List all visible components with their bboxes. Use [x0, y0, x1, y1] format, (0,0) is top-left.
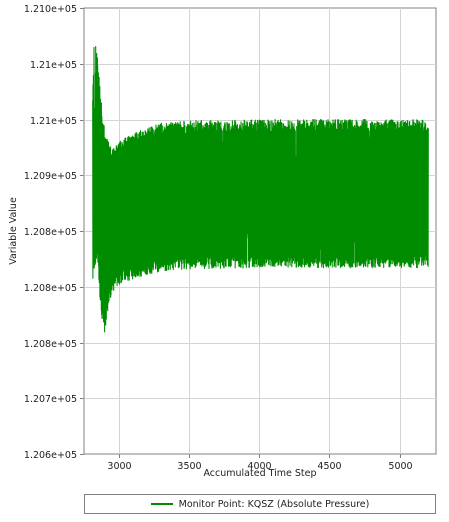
y-tick-label: 1.21e+05 [30, 116, 77, 127]
y-tick-label: 1.208e+05 [24, 339, 77, 350]
y-axis: 1.206e+05 1.207e+05 1.208e+05 1.208e+05 1.20… [24, 4, 84, 461]
legend-label: Monitor Point: KQSZ (Absolute Pressure) [178, 498, 370, 510]
legend-swatch [150, 503, 173, 505]
y-tick-label: 1.209e+05 [24, 171, 77, 182]
y-tick-label: 1.210e+05 [24, 4, 77, 15]
y-tick-label: 1.207e+05 [24, 394, 77, 405]
series-layer [92, 45, 429, 333]
x-tick-label: 3000 [107, 461, 131, 472]
series-line-kqsz [92, 45, 429, 333]
x-tick-label: 4500 [317, 461, 341, 472]
y-tick-label: 1.21e+05 [30, 60, 77, 71]
y-tick-label: 1.208e+05 [24, 227, 77, 238]
x-axis-title: Accumulated Time Step [203, 468, 316, 479]
x-tick-label: 5000 [388, 461, 412, 472]
y-tick-label: 1.206e+05 [24, 450, 77, 461]
x-tick-label: 4000 [247, 461, 271, 472]
legend: Monitor Point: KQSZ (Absolute Pressure) [84, 494, 436, 514]
y-tick-label: 1.208e+05 [24, 283, 77, 294]
x-axis: 3000 3500 4000 4500 5000 [107, 454, 413, 472]
y-axis-title: Variable Value [8, 197, 19, 265]
x-tick-label: 3500 [177, 461, 201, 472]
